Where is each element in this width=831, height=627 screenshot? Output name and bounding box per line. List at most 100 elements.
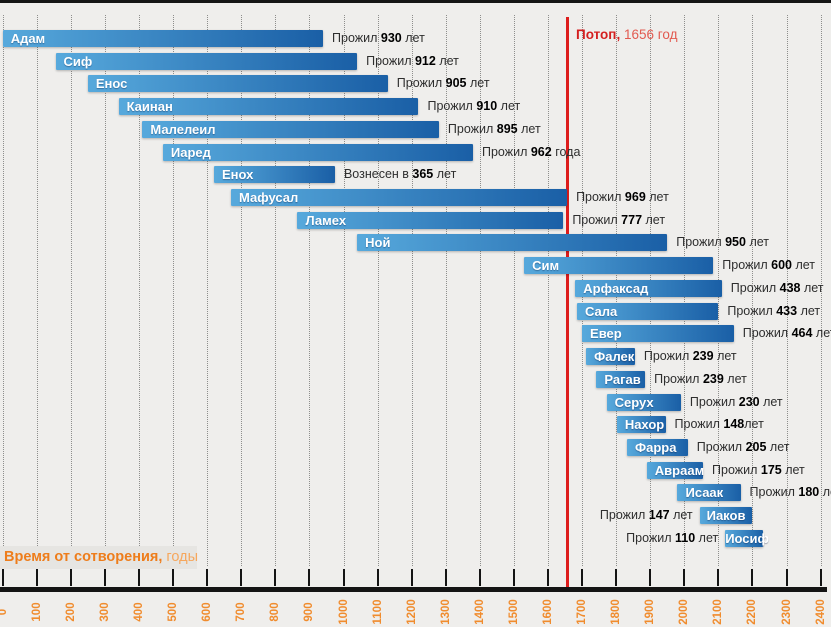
grid-line — [241, 15, 243, 566]
lifespan-label: Прожил 895 лет — [447, 121, 541, 136]
bar-name-label: Сиф — [63, 53, 93, 69]
axis-tick — [69, 569, 72, 586]
axis-tick — [376, 569, 379, 586]
timeline-bar: Малелеил — [142, 120, 439, 138]
axis-tick-label: 2200 — [746, 599, 759, 625]
axis-tick-label: 2400 — [814, 599, 827, 625]
bar-name-label: Каинан — [126, 99, 173, 115]
axis-tick-label: 500 — [167, 602, 180, 622]
axis-tick-label: 2300 — [780, 599, 793, 625]
lifespan-label: Прожил 969 лет — [576, 190, 669, 205]
timeline-bar: Сиф — [55, 52, 358, 70]
grid-line — [479, 15, 481, 566]
axis-tick — [172, 569, 175, 586]
axis-tick — [274, 569, 277, 586]
axis-tick — [683, 569, 686, 586]
axis-tick-label: 1300 — [439, 599, 452, 625]
axis-tick-label: 700 — [235, 602, 248, 622]
axis-tick — [478, 569, 481, 586]
axis-tick-label: 600 — [201, 602, 214, 622]
grid-line — [411, 15, 413, 566]
axis-tick — [35, 569, 38, 586]
grid-line — [309, 15, 311, 566]
bar-name-label: Фарра — [635, 439, 677, 455]
grid-line — [820, 15, 822, 566]
lifespan-label: Вознесен в 365 лет — [343, 167, 457, 182]
axis-tick — [546, 569, 549, 586]
timeline-bar: Енох — [213, 166, 335, 184]
lifespan-label: Прожил 230 лет — [689, 394, 783, 409]
lifespan-label: Прожил 148лет — [674, 417, 764, 432]
grid-line — [2, 15, 4, 566]
axis-tick — [308, 569, 311, 586]
timeline-bar: Ламех — [297, 211, 564, 229]
bar-name-label: Мафусал — [239, 190, 299, 206]
axis-tick — [206, 569, 209, 586]
bar-name-label: Серух — [614, 394, 654, 410]
grid-line — [139, 15, 141, 566]
lifespan-label: Прожил 239 лет — [643, 349, 737, 364]
grid-line — [786, 15, 788, 566]
lifespan-label: Прожил 912 лет — [366, 53, 459, 68]
grid-line — [207, 15, 209, 566]
axis-tick-label: 2000 — [678, 599, 691, 625]
axis-tick-label: 100 — [30, 602, 43, 622]
bar-name-label: Сим — [532, 258, 560, 274]
flood-label-bold: Потоп, — [576, 27, 621, 42]
timeline-bar: Нахор — [616, 416, 666, 434]
axis-tick-label: 1200 — [405, 599, 418, 625]
axis-tick-label: 1000 — [337, 599, 350, 625]
lifespan-label: Прожил 910 лет — [427, 99, 521, 114]
lifespan-label: Прожил 110 лет — [626, 530, 719, 545]
bar-name-label: Сала — [584, 303, 618, 319]
axis-tick-label: 1900 — [644, 599, 657, 625]
bar-name-label: Нахор — [624, 417, 665, 433]
x-axis-line — [0, 587, 827, 592]
flood-label: Потоп, 1656 год — [576, 27, 677, 42]
timeline-bar: Арфаксад — [575, 279, 722, 297]
grid-line — [36, 15, 38, 566]
grid-line — [275, 15, 277, 566]
axis-tick-label: 900 — [303, 602, 316, 622]
timeline-bar: Фарра — [627, 438, 688, 456]
timeline-bar: Иосиф — [725, 529, 769, 547]
axis-tick — [615, 569, 618, 586]
axis-tick-label: 1500 — [507, 599, 520, 625]
axis-tick — [751, 569, 754, 586]
bar-name-label: Авраам — [654, 462, 705, 478]
bar-name-label: Ной — [365, 235, 391, 251]
lifespan-label: Прожил 438 лет — [730, 280, 824, 295]
axis-tick-label: 1800 — [610, 599, 623, 625]
timeline-bar: Рагав — [596, 370, 646, 388]
axis-tick — [717, 569, 720, 586]
timeline-bar: Сим — [524, 257, 714, 275]
bar-name-label: Малелеил — [150, 121, 216, 137]
timeline-bar: Адам — [2, 30, 324, 47]
lifespan-label: Прожил 930 лет — [332, 31, 425, 45]
grid-line — [445, 15, 447, 566]
grid-line — [752, 15, 754, 566]
lifespan-label: Прожил 433 лет — [727, 303, 821, 318]
axis-tick-label: 2100 — [712, 599, 725, 625]
timeline-bar: Серух — [606, 393, 681, 411]
axis-tick — [240, 569, 243, 586]
axis-tick — [1, 569, 4, 586]
axis-tick — [785, 569, 788, 586]
timeline-bar: Енос — [87, 75, 388, 93]
lifespan-label: Прожил 777 лет — [572, 212, 666, 227]
lifespan-label: Прожил 950 лет — [676, 235, 769, 250]
bar-name-label: Иосиф — [725, 530, 769, 546]
axis-tick-label: 1400 — [473, 599, 486, 625]
lifespan-label: Прожил 905 лет — [396, 76, 490, 91]
lifespan-label: Прожил 205 лет — [696, 439, 790, 454]
axis-tick-label: 800 — [269, 602, 282, 622]
bar-name-label: Арфаксад — [583, 280, 649, 296]
axis-tick-label: 300 — [98, 602, 111, 622]
bar-name-label: Евер — [590, 326, 622, 342]
bar-name-label: Иаред — [170, 144, 211, 160]
timeline-bar: Авраам — [646, 461, 705, 479]
lifespan-label: Прожил 239 лет — [654, 371, 747, 386]
grid-line — [377, 15, 379, 566]
lifespan-label: Прожил 464 лет — [742, 326, 831, 341]
